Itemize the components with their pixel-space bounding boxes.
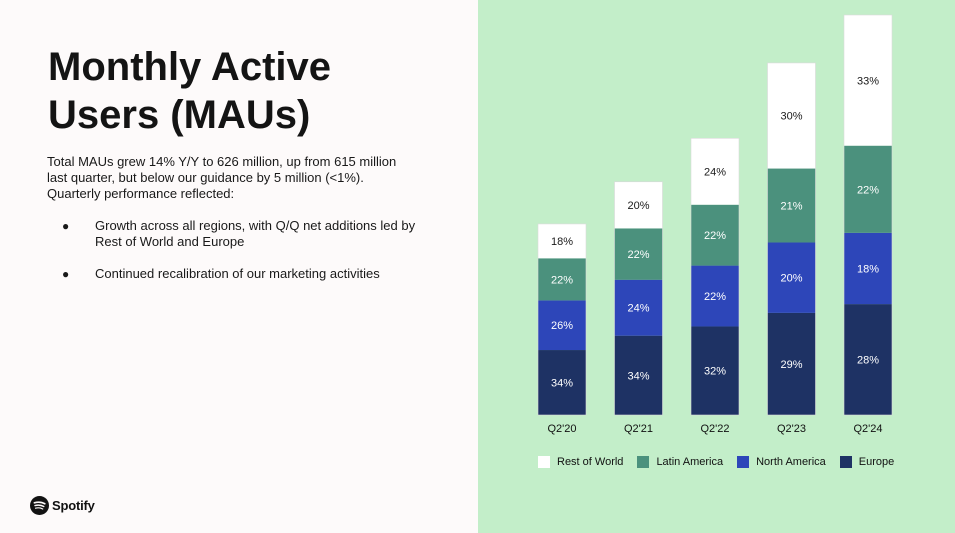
bar-segment-rest-of-world-q2-24 bbox=[844, 15, 892, 146]
data-label-europe-q2-23: 29% bbox=[780, 359, 802, 371]
stacked-bar-chart: 34% 26% 22% 18% Q2'20 34% 24% 22% 20% Q2'21 32% 22%… bbox=[537, 14, 893, 435]
x-tick-label-q2-21: Q2'21 bbox=[624, 423, 653, 435]
bullet-text: Continued recalibration of our marketing… bbox=[95, 266, 380, 281]
bullet-glyph: ● bbox=[62, 219, 70, 233]
bar-segment-rest-of-world-q2-23 bbox=[767, 62, 816, 169]
legend-label: North America bbox=[756, 456, 826, 468]
bar-outline-q2-23 bbox=[767, 62, 816, 416]
bar-segment-north-america-q2-20 bbox=[538, 300, 586, 351]
spotify-logo-icon bbox=[30, 495, 49, 515]
data-label-latin-america-q2-21: 22% bbox=[627, 249, 649, 261]
bar-segment-rest-of-world-q2-21 bbox=[614, 181, 663, 229]
chart-legend: Rest of World Latin America North Americ… bbox=[538, 456, 894, 468]
bullet-glyph: ● bbox=[62, 267, 70, 281]
data-label-rest-of-world-q2-21: 20% bbox=[627, 200, 649, 212]
bar-outline-q2-24 bbox=[843, 14, 893, 416]
data-label-latin-america-q2-22: 22% bbox=[704, 230, 726, 242]
bar-segment-north-america-q2-24 bbox=[844, 232, 892, 305]
legend-swatch bbox=[637, 456, 650, 468]
bar-segment-rest-of-world-q2-22 bbox=[691, 138, 739, 205]
bar-segment-latin-america-q2-23 bbox=[767, 168, 816, 243]
x-tick-label-q2-20: Q2'20 bbox=[547, 423, 576, 435]
data-label-north-america-q2-22: 22% bbox=[704, 291, 726, 303]
data-label-rest-of-world-q2-20: 18% bbox=[551, 236, 573, 248]
bar-segment-north-america-q2-22 bbox=[691, 265, 739, 327]
bar-segment-latin-america-q2-21 bbox=[614, 228, 663, 280]
data-label-europe-q2-24: 28% bbox=[857, 355, 879, 367]
legend-label: Latin America bbox=[656, 456, 724, 468]
chart-panel: 34% 26% 22% 18% Q2'20 34% 24% 22% 20% Q2'21 32% 22%… bbox=[478, 0, 955, 533]
spotify-logo-text: Spotify bbox=[52, 497, 95, 513]
page-title: Monthly Active Users (MAUs) bbox=[48, 43, 448, 139]
text-panel: Monthly Active Users (MAUs) Total MAUs g… bbox=[30, 43, 448, 515]
legend-swatch bbox=[737, 456, 750, 468]
data-label-north-america-q2-21: 24% bbox=[627, 303, 649, 315]
bullet-text: Growth across all regions, with Q/Q net … bbox=[95, 218, 416, 249]
data-label-north-america-q2-20: 26% bbox=[551, 320, 573, 332]
bar-segment-europe-q2-23 bbox=[767, 312, 816, 415]
bar-segment-north-america-q2-23 bbox=[767, 242, 816, 313]
legend-item-north-america: North America bbox=[737, 456, 826, 468]
legend-label: Rest of World bbox=[557, 456, 624, 468]
data-label-europe-q2-20: 34% bbox=[551, 378, 573, 390]
data-label-north-america-q2-24: 18% bbox=[857, 263, 879, 275]
data-label-europe-q2-21: 34% bbox=[627, 370, 649, 382]
legend-item-rest-of-world: Rest of World bbox=[538, 456, 623, 468]
data-label-latin-america-q2-23: 21% bbox=[780, 201, 802, 213]
legend-item-latin-america: Latin America bbox=[637, 456, 723, 468]
page-title-line-1: Monthly Active bbox=[48, 45, 331, 89]
bar-segment-europe-q2-20 bbox=[538, 350, 586, 415]
data-label-latin-america-q2-24: 22% bbox=[857, 184, 879, 196]
data-label-latin-america-q2-20: 22% bbox=[551, 274, 573, 286]
data-label-rest-of-world-q2-22: 24% bbox=[704, 167, 726, 179]
legend-label: Europe bbox=[858, 456, 895, 468]
bar-segment-rest-of-world-q2-20 bbox=[538, 223, 586, 259]
bar-outline-q2-22 bbox=[690, 138, 740, 416]
bullet-item: ● Continued recalibration of our marketi… bbox=[62, 266, 422, 282]
bullet-item: ● Growth across all regions, with Q/Q ne… bbox=[62, 218, 422, 250]
bar-segment-latin-america-q2-22 bbox=[691, 204, 739, 266]
legend-swatch bbox=[839, 456, 852, 468]
legend-item-europe: Europe bbox=[839, 456, 895, 468]
bar-segment-europe-q2-21 bbox=[614, 335, 663, 415]
spotify-logo: Spotify bbox=[30, 495, 95, 515]
page-title-line-2: Users (MAUs) bbox=[48, 93, 311, 137]
bar-segment-europe-q2-22 bbox=[691, 326, 739, 415]
bar-outline-q2-21 bbox=[614, 181, 663, 416]
x-tick-label-q2-24: Q2'24 bbox=[853, 423, 882, 435]
x-tick-label-q2-23: Q2'23 bbox=[777, 423, 806, 435]
data-label-north-america-q2-23: 20% bbox=[780, 273, 802, 285]
bar-segment-latin-america-q2-24 bbox=[844, 145, 892, 233]
data-label-rest-of-world-q2-23: 30% bbox=[780, 111, 802, 123]
intro-paragraph: Total MAUs grew 14% Y/Y to 626 million, … bbox=[47, 154, 397, 201]
bar-segment-europe-q2-24 bbox=[844, 304, 892, 415]
bar-outline-q2-20 bbox=[537, 223, 587, 416]
bar-segment-north-america-q2-21 bbox=[614, 279, 663, 336]
bar-segment-latin-america-q2-20 bbox=[538, 258, 586, 301]
bullet-list: ● Growth across all regions, with Q/Q ne… bbox=[62, 218, 422, 298]
data-label-rest-of-world-q2-24: 33% bbox=[857, 75, 879, 87]
legend-swatch bbox=[538, 456, 550, 468]
x-tick-label-q2-22: Q2'22 bbox=[700, 423, 729, 435]
data-label-europe-q2-22: 32% bbox=[704, 366, 726, 378]
